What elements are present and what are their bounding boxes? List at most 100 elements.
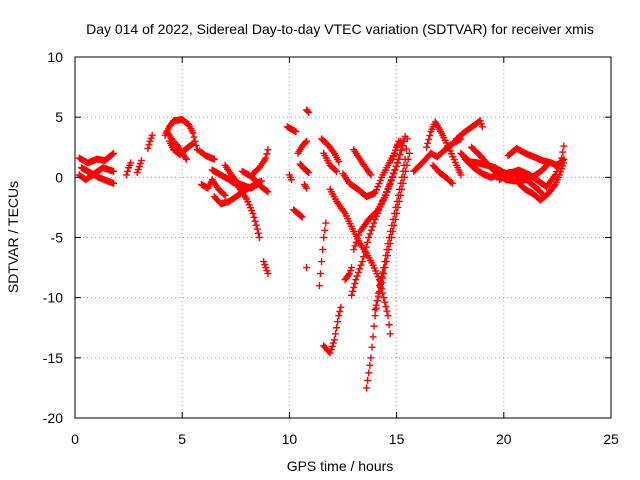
data-point — [303, 137, 311, 145]
data-point — [390, 170, 398, 178]
data-point — [367, 354, 375, 362]
data-point — [303, 184, 311, 192]
y-tick-labels: -20 -15 -10 -5 0 5 10 — [43, 49, 63, 426]
data-point — [371, 306, 379, 314]
data-point — [393, 209, 401, 217]
data-point — [189, 140, 197, 148]
data-point — [110, 167, 118, 175]
data-points — [75, 106, 568, 392]
data-point — [383, 307, 391, 315]
data-point — [402, 167, 410, 175]
data-point — [374, 292, 382, 300]
data-point — [370, 219, 378, 227]
data-point — [263, 187, 271, 195]
data-point — [398, 185, 406, 193]
data-point — [145, 141, 153, 149]
data-point — [137, 156, 145, 164]
data-point — [425, 135, 433, 143]
data-point — [378, 279, 386, 287]
data-point — [210, 155, 218, 163]
y-tick-label: -20 — [43, 410, 63, 426]
data-point — [354, 268, 362, 276]
data-point — [328, 342, 336, 350]
data-point — [382, 191, 390, 199]
x-tick-labels: 0 5 10 15 20 25 — [71, 431, 619, 447]
data-point — [559, 148, 567, 156]
data-point — [124, 167, 132, 175]
data-point — [188, 141, 196, 149]
data-point — [336, 308, 344, 316]
data-point — [358, 258, 366, 266]
data-point — [357, 261, 365, 269]
x-tick-label: 25 — [603, 431, 619, 447]
data-point — [381, 264, 389, 272]
data-point — [402, 145, 410, 153]
data-point — [369, 223, 377, 231]
data-point — [348, 291, 356, 299]
data-point — [391, 166, 399, 174]
data-point — [382, 258, 390, 266]
data-point — [333, 324, 341, 332]
data-point — [327, 346, 335, 354]
data-point — [377, 283, 385, 291]
data-point — [373, 297, 381, 305]
data-point — [363, 238, 371, 246]
data-point — [372, 186, 380, 194]
data-point — [361, 248, 369, 256]
data-point — [352, 276, 360, 284]
data-point — [397, 137, 405, 145]
data-point — [405, 149, 413, 157]
data-point — [221, 191, 229, 199]
x-tick-label: 15 — [389, 431, 405, 447]
data-point — [254, 229, 262, 237]
data-point — [354, 235, 362, 243]
data-point — [335, 312, 343, 320]
data-point — [298, 213, 306, 221]
data-point — [303, 264, 311, 272]
data-point — [403, 135, 411, 143]
data-point — [337, 303, 345, 311]
data-point — [375, 288, 383, 296]
y-axis-label: SDTVAR / TECUs — [5, 181, 21, 293]
data-point — [330, 336, 338, 344]
data-point — [380, 294, 388, 302]
data-point — [182, 155, 190, 163]
data-point — [380, 270, 388, 278]
data-point — [353, 272, 361, 280]
data-point — [424, 139, 432, 147]
data-point — [110, 149, 118, 157]
data-point — [127, 159, 135, 167]
data-point — [335, 158, 343, 166]
data-point — [304, 107, 312, 115]
data-point — [371, 189, 379, 197]
data-point — [396, 151, 404, 159]
y-tick-label: 10 — [47, 49, 63, 65]
data-point — [348, 264, 356, 272]
data-point — [250, 213, 258, 221]
data-point — [253, 225, 261, 233]
data-point — [301, 138, 309, 146]
x-tick-label: 0 — [71, 431, 79, 447]
data-point — [305, 169, 313, 177]
data-point — [252, 221, 260, 229]
data-point — [423, 143, 431, 151]
data-point — [384, 252, 392, 260]
data-point — [319, 246, 327, 254]
data-point — [386, 330, 394, 338]
data-point — [385, 246, 393, 254]
data-point — [396, 139, 404, 147]
data-point — [316, 270, 324, 278]
data-point — [304, 168, 312, 176]
data-point — [251, 217, 259, 225]
data-point — [351, 242, 359, 250]
data-point — [351, 280, 359, 288]
data-point — [426, 132, 434, 140]
data-point — [363, 384, 371, 392]
data-point — [365, 369, 373, 377]
data-point — [399, 179, 407, 187]
data-point — [376, 176, 384, 184]
data-point — [190, 133, 198, 141]
x-tick-label: 5 — [178, 431, 186, 447]
y-tick-label: -15 — [43, 350, 63, 366]
